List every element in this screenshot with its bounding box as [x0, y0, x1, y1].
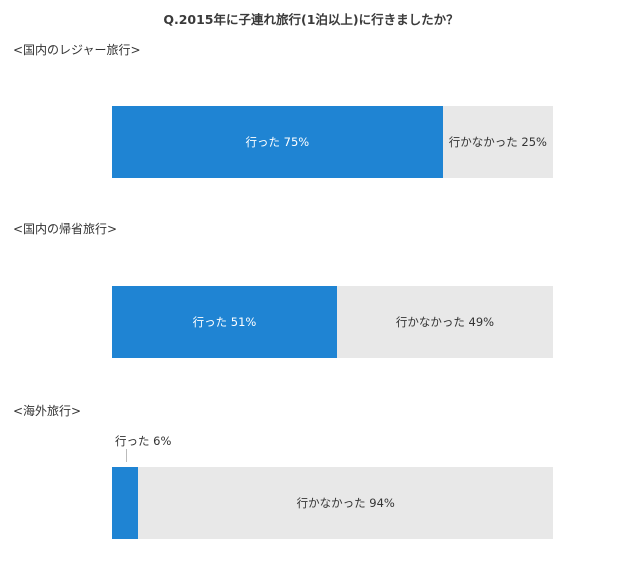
data-label-went: 行った 75% [245, 135, 310, 149]
bar-segment-did-not-go: 行かなかった 94% [138, 467, 553, 539]
data-label-went: 行った 6% [115, 434, 172, 462]
bar-overseas: 行った 6% 行かなかった 94% [112, 434, 553, 539]
bar-segment-did-not-go: 行かなかった 25% [442, 106, 553, 178]
data-label-did-not-go: 行かなかった 94% [296, 496, 395, 510]
data-label-did-not-go: 行かなかった 49% [395, 315, 495, 329]
bar-homecoming: 行った 51% 行かなかった 49% [112, 286, 553, 358]
data-label-went: 行った 51% [192, 315, 257, 329]
bar-leisure: 行った 75% 行かなかった 25% [112, 106, 553, 178]
bar-segment-went: 行った 75% [112, 106, 443, 178]
bar-segment-went: 行った 6% [112, 434, 171, 539]
section-label-overseas: <海外旅行> [13, 404, 82, 418]
bar-segment-went: 行った 51% [112, 286, 337, 358]
section-label-homecoming: <国内の帰省旅行> [13, 222, 118, 236]
chart-title: Q.2015年に子連れ旅行(1泊以上)に行きましたか？ [163, 12, 459, 27]
section-label-leisure: <国内のレジャー旅行> [13, 43, 141, 57]
bar-segment-did-not-go: 行かなかった 49% [336, 286, 553, 358]
data-label-did-not-go: 行かなかった 25% [448, 135, 547, 149]
